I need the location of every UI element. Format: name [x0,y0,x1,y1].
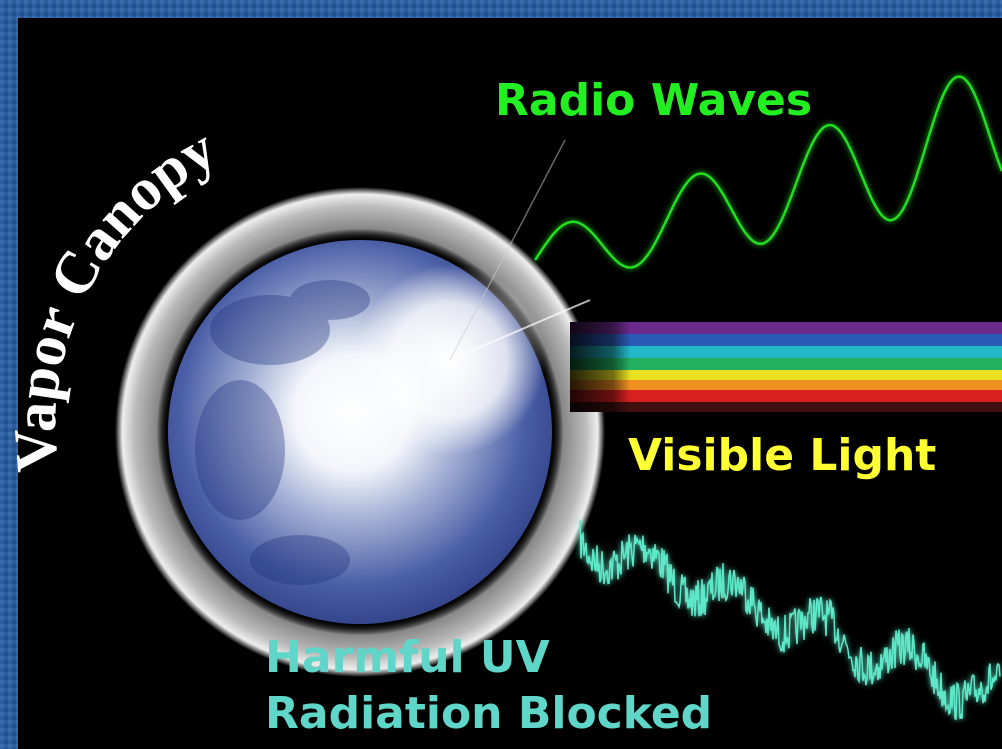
uv-label: Harmful UV [265,632,550,683]
uv-label: Radiation Blocked [265,688,712,739]
rainbow-beam [570,322,1002,412]
visible-label: Visible Light [628,430,936,481]
glare-ray [449,139,566,361]
glare-ray [449,299,591,361]
uv-wave [579,519,1001,721]
clouds [195,280,370,585]
radio-wave [533,75,1002,269]
radio-label: Radio Waves [495,75,812,126]
